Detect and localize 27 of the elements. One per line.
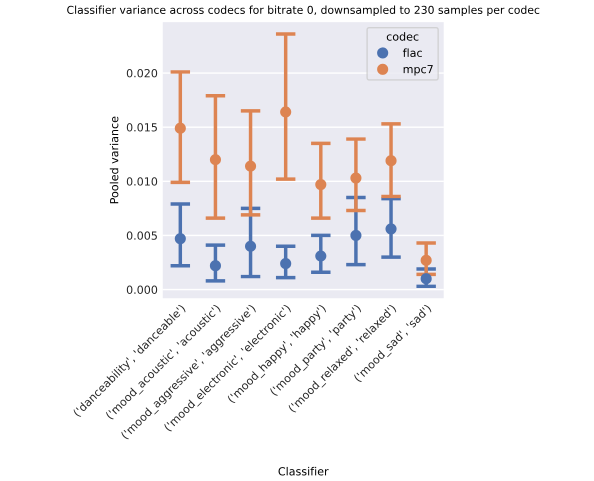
y-tick-label: 0.000	[126, 286, 158, 294]
point	[174, 233, 186, 244]
y-tick-label: 0.015	[126, 123, 157, 132]
point	[385, 155, 397, 166]
legend-label: flac	[402, 48, 422, 58]
point	[420, 254, 432, 266]
point	[280, 106, 292, 118]
point	[174, 122, 186, 134]
point	[315, 250, 326, 262]
y-tick-label: 0.005	[126, 231, 157, 240]
y-axis-title: Pooled variance	[110, 116, 118, 204]
y-tick-label: 0.010	[126, 177, 158, 186]
point	[245, 160, 256, 172]
point	[385, 223, 397, 234]
chart-title: Classifier variance across codecs for bitrate 0, downsampled to 230 samples per codec	[67, 6, 540, 16]
point	[280, 258, 292, 270]
point	[350, 230, 362, 241]
point	[350, 172, 362, 184]
point	[420, 273, 432, 284]
point	[210, 154, 221, 166]
y-tick-label: 0.020	[126, 68, 158, 78]
point	[315, 178, 326, 190]
legend-title: codec	[386, 32, 418, 41]
point	[245, 240, 256, 252]
point	[210, 260, 221, 272]
x-axis-title: Classifier	[278, 466, 329, 476]
legend-label: mpc7	[404, 65, 433, 76]
